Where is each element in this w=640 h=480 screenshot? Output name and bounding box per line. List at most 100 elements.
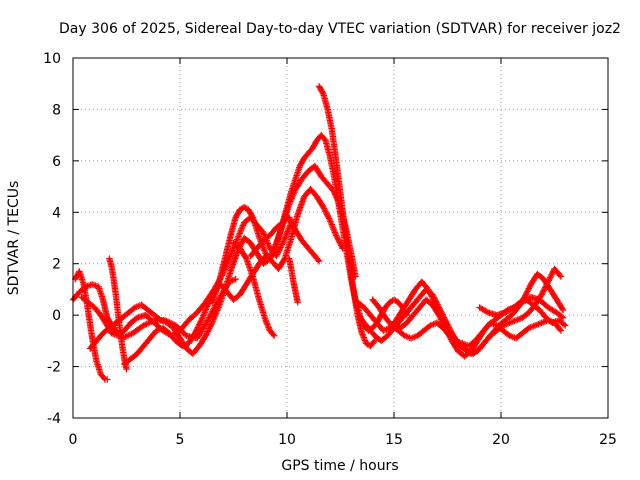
y-axis-label: SDTVAR / TECUs [6,181,22,296]
axis-ticks: 0 5 10 15 20 25 -4 -2 0 2 4 6 8 10 [43,51,617,448]
data-point [270,332,278,339]
data-point [196,319,204,327]
data-point [195,322,202,330]
data-point [435,311,443,319]
data-point [104,376,111,383]
y-tick-label: 10 [43,51,61,67]
series-sat-i [230,239,278,339]
data-point [278,241,286,248]
data-point [290,222,297,230]
data-point [525,285,533,292]
data-point [437,314,444,322]
data-point [443,327,450,335]
data-point [123,365,130,373]
data-point [260,245,267,253]
data-point [282,232,289,239]
data-point [206,314,213,321]
data-point [524,288,531,295]
data-point [526,283,533,291]
data-point [321,135,328,143]
data-point [125,332,132,339]
x-tick-label: 5 [176,432,185,448]
data-point [558,313,565,320]
x-axis-label: GPS time / hours [281,458,398,474]
data-point [359,331,366,338]
data-point [280,238,287,245]
data-point [539,289,546,297]
data-point [270,248,277,256]
data-point [542,284,549,291]
data-point [539,288,547,295]
data-point [242,254,249,261]
series-sat-k [285,255,301,306]
data-point [546,275,553,283]
y-tick-label: 2 [52,257,61,273]
data-point [556,272,564,279]
data-point [541,285,548,293]
y-tick-label: 4 [52,205,61,221]
data-point [263,318,270,325]
data-point [196,321,203,328]
data-point [334,235,341,242]
data-point [323,211,331,218]
data-point [205,326,212,334]
data-point [280,237,288,244]
data-point [262,317,269,324]
data-point [280,256,288,264]
data-point [549,269,556,277]
data-point [203,329,211,337]
data-point [557,327,565,334]
data-point [206,312,214,320]
data-point [287,217,294,224]
data-point [433,299,440,307]
data-point [288,218,295,225]
data-point [444,329,451,336]
y-tick-label: -2 [47,360,61,376]
data-point [202,332,209,339]
data-point [325,213,332,221]
gridlines [73,58,608,418]
data-point [261,247,268,254]
data-point [286,215,294,223]
data-point [429,291,436,298]
data-point [333,232,340,239]
data-point [279,239,286,247]
data-point [264,321,271,328]
data-point [123,332,131,340]
data-point [446,333,453,340]
data-point [232,275,239,283]
data-point [547,274,554,281]
y-tick-label: 6 [52,154,61,170]
data-point [264,322,272,330]
data-point [145,320,152,327]
data-point [324,212,331,219]
data-point [441,323,448,330]
data-point [283,231,290,238]
data-point [556,326,564,333]
data-point [538,291,545,298]
data-point [361,335,368,343]
data-point [548,271,555,278]
data-point [522,291,530,298]
data-point [319,89,326,96]
data-point [430,292,437,300]
data-point [320,205,328,212]
data-point [333,233,341,241]
data-point [335,237,343,245]
data-point [289,221,296,228]
data-point [432,298,440,305]
data-point [447,334,454,342]
data-point [281,234,289,241]
data-point [192,328,199,335]
data-point [438,317,445,325]
data-point [277,244,284,251]
data-point [205,315,212,323]
data-point [204,328,212,335]
data-point [542,282,550,290]
data-point [524,286,532,294]
data-point [140,322,147,329]
series-sat-h [315,83,378,350]
data-point [322,208,329,215]
data-point [559,306,567,314]
data-point [193,327,200,334]
